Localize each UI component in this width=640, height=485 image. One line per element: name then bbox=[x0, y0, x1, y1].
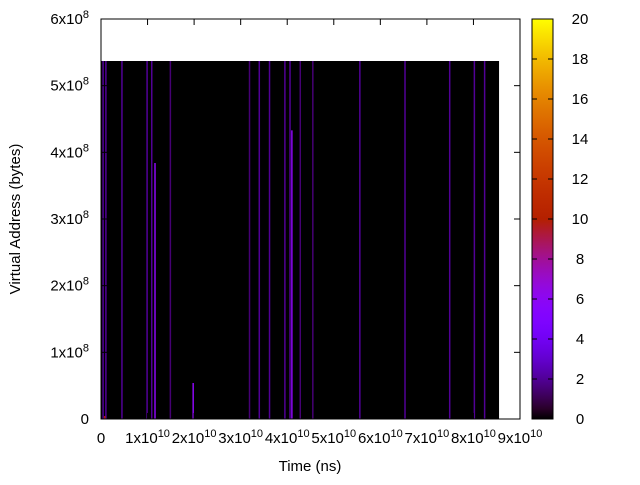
x-axis-label: Time (ns) bbox=[279, 458, 342, 475]
x-tick-label: 1x1010 bbox=[125, 428, 170, 447]
heatmap-streak bbox=[150, 61, 153, 419]
heatmap-streak bbox=[258, 61, 261, 419]
heatmap-streak bbox=[248, 61, 251, 419]
heatmap-streak bbox=[299, 61, 302, 419]
colorbar-tick-label: 10 bbox=[572, 211, 589, 228]
colorbar-tick-label: 6 bbox=[576, 291, 584, 308]
y-tick-label: 2x108 bbox=[50, 276, 89, 295]
x-tick-label: 9x1010 bbox=[498, 428, 543, 447]
y-tick-label: 6x108 bbox=[50, 9, 89, 28]
heatmap-streak bbox=[121, 61, 123, 419]
colorbar-tick-label: 14 bbox=[572, 131, 589, 148]
colorbar-tick-label: 0 bbox=[576, 411, 584, 428]
x-tick-label: 2x1010 bbox=[172, 428, 217, 447]
heatmap-streak bbox=[312, 61, 314, 419]
heatmap-streak bbox=[483, 61, 486, 419]
heatmap-streak bbox=[103, 416, 106, 419]
colorbar-tick-label: 4 bbox=[576, 331, 584, 348]
y-tick-label: 3x108 bbox=[50, 209, 89, 228]
heatmap-streak bbox=[284, 61, 286, 419]
heatmap-streak bbox=[169, 61, 172, 419]
y-axis-label: Virtual Address (bytes) bbox=[7, 144, 24, 295]
x-tick-label: 8x1010 bbox=[451, 428, 496, 447]
heatmap-streak bbox=[359, 61, 361, 419]
heatmap-streak bbox=[102, 61, 104, 419]
y-tick-label: 4x108 bbox=[50, 142, 89, 161]
colorbar-tick-label: 8 bbox=[576, 251, 584, 268]
heatmap-streak bbox=[192, 383, 194, 419]
colorbar-tick-label: 16 bbox=[572, 91, 589, 108]
heatmap-streak bbox=[289, 61, 291, 419]
x-tick-label: 5x1010 bbox=[311, 428, 356, 447]
y-tick-label: 0 bbox=[81, 411, 89, 428]
x-tick-label: 0 bbox=[97, 430, 105, 447]
y-tick-label: 1x108 bbox=[50, 342, 89, 361]
x-tick-label: 6x1010 bbox=[358, 428, 403, 447]
x-tick-label: 7x1010 bbox=[404, 428, 449, 447]
x-tick-label: 3x1010 bbox=[218, 428, 263, 447]
colorbar-tick-label: 18 bbox=[572, 51, 589, 68]
heatmap-streak bbox=[105, 61, 107, 419]
x-tick-label: 4x1010 bbox=[265, 428, 310, 447]
heatmap-streak bbox=[154, 163, 156, 419]
heatmap-streak bbox=[291, 130, 293, 420]
heatmap-streak bbox=[268, 61, 271, 419]
colorbar-tick-label: 20 bbox=[572, 11, 589, 28]
heatmap-streak bbox=[146, 61, 148, 419]
heatmap-streak bbox=[448, 61, 451, 419]
heatmap-streak bbox=[404, 61, 406, 419]
colorbar-tick-label: 12 bbox=[572, 171, 589, 188]
heatmap-streak bbox=[473, 61, 476, 419]
y-tick-label: 5x108 bbox=[50, 76, 89, 95]
colorbar-tick-label: 2 bbox=[576, 371, 584, 388]
